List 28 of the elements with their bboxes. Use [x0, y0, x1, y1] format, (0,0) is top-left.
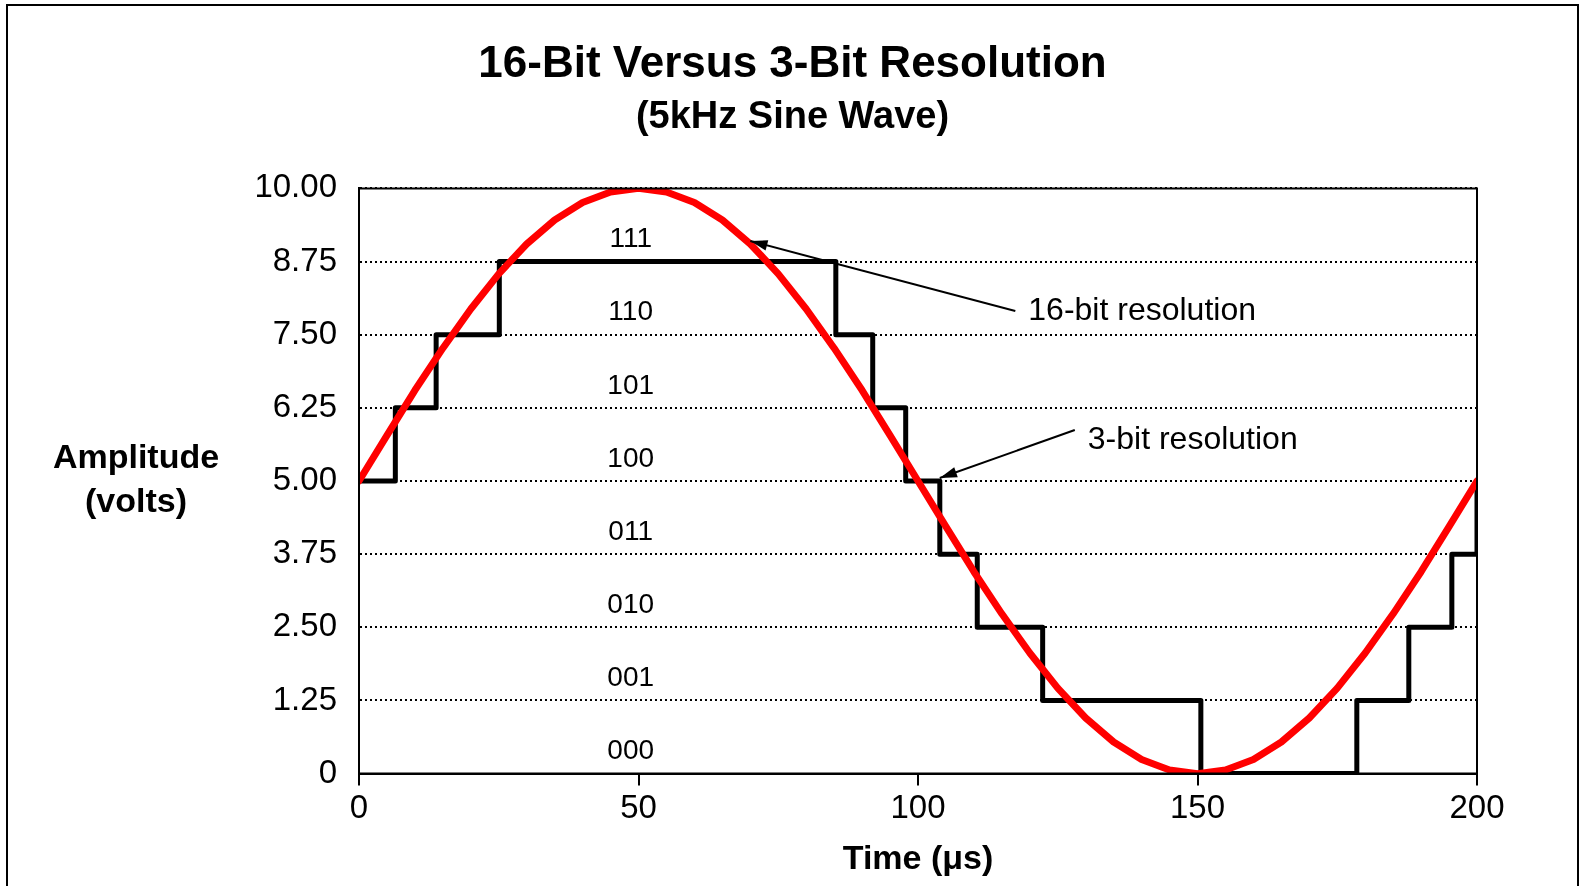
y-tick-label: 10.00	[254, 167, 337, 205]
annotation: 111	[609, 222, 652, 254]
annotation: 100	[607, 441, 655, 473]
x-tick-label: 100	[890, 788, 946, 826]
y-tick-label: 3.75	[272, 533, 337, 571]
y-axis-title: Amplitude (volts)	[52, 437, 220, 520]
x-tick-label: 200	[1449, 788, 1505, 826]
annotation: 011	[608, 514, 653, 546]
y-tick-label: 2.50	[272, 606, 337, 644]
annotation: 001	[607, 661, 655, 693]
y-tick-label: 5.00	[272, 460, 337, 498]
annotation: 110	[608, 295, 653, 327]
y-tick-label: 1.25	[272, 679, 337, 717]
annotation: 101	[607, 368, 655, 400]
y-tick-label: 6.25	[272, 386, 337, 424]
annotation: 3-bit resolution	[1087, 419, 1298, 456]
y-tick-label: 8.75	[272, 240, 337, 278]
y-tick-label: 7.50	[272, 313, 337, 351]
y-tick-label: 0	[318, 752, 337, 790]
x-tick-label: 150	[1169, 788, 1226, 826]
x-tick-label: 0	[349, 788, 369, 826]
chart-title: 16-Bit Versus 3-Bit Resolution	[478, 36, 1107, 86]
x-axis-title: Time (μs)	[842, 837, 994, 876]
annotation: 16-bit resolution	[1028, 290, 1256, 327]
x-tick-label: 50	[620, 788, 657, 826]
annotation: 010	[607, 588, 655, 620]
chart-subtitle: (5kHz Sine Wave)	[635, 94, 950, 137]
annotation: 000	[607, 734, 655, 766]
